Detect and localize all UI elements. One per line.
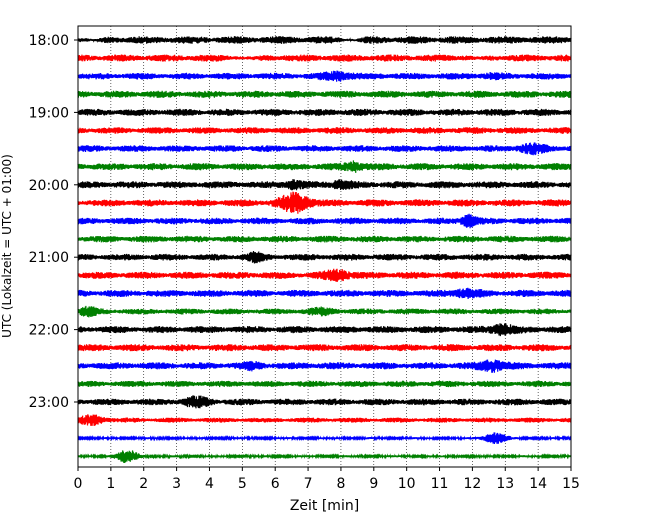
x-tick-label: 8 (336, 476, 345, 492)
y-tick-label: 18:00 (29, 33, 69, 49)
trace-line (77, 160, 572, 173)
trace-line (77, 395, 572, 409)
x-axis-ticks: 0 1 2 3 4 5 6 7 8 9 10 11 12 13 14 15 (74, 467, 580, 492)
y-axis-ticks: 18:00 19:00 20:00 21:00 22:00 23:00 (29, 33, 78, 411)
x-tick-label: 12 (463, 476, 481, 492)
trace-line (77, 142, 572, 156)
trace-line (77, 450, 572, 464)
x-tick-label: 15 (562, 476, 580, 492)
trace-line (77, 359, 572, 373)
y-tick-label: 20:00 (29, 178, 69, 194)
x-tick-label: 2 (139, 476, 148, 492)
x-tick-label: 1 (106, 476, 115, 492)
x-tick-label: 14 (529, 476, 547, 492)
trace-line (77, 179, 572, 191)
y-tick-label: 23:00 (29, 395, 69, 411)
x-tick-label: 9 (369, 476, 378, 492)
x-tick-label: 6 (271, 476, 280, 492)
trace-line (77, 191, 572, 214)
x-tick-label: 0 (74, 476, 83, 492)
trace-line (77, 323, 572, 337)
trace-line (77, 268, 572, 282)
trace-line (77, 414, 572, 426)
x-tick-label: 10 (398, 476, 416, 492)
trace-line (77, 36, 572, 44)
y-tick-label: 21:00 (29, 250, 69, 266)
trace-line (77, 70, 572, 82)
y-axis-label: UTC (Lokalzeit = UTC + 01:00) (0, 154, 14, 338)
x-tick-label: 5 (238, 476, 247, 492)
trace-line (77, 108, 572, 117)
trace-line (77, 380, 572, 388)
trace-line (77, 432, 572, 444)
plot-frame (77, 25, 572, 468)
y-tick-label: 19:00 (29, 105, 69, 121)
trace-line (77, 251, 572, 264)
y-tick-label: 22:00 (29, 323, 69, 339)
trace-line (77, 235, 572, 243)
trace-line (77, 305, 572, 318)
trace-line (77, 213, 572, 229)
x-tick-label: 7 (304, 476, 313, 492)
trace-line (77, 54, 572, 62)
x-tick-label: 13 (496, 476, 514, 492)
trace-line (77, 344, 572, 352)
x-tick-label: 3 (172, 476, 181, 492)
trace-line (77, 127, 572, 134)
trace-line (77, 287, 572, 299)
x-axis-label: Zeit [min] (290, 498, 359, 514)
trace-layer (77, 36, 572, 464)
x-tick-label: 4 (205, 476, 214, 492)
x-tick-label: 11 (431, 476, 449, 492)
trace-line (77, 90, 572, 98)
